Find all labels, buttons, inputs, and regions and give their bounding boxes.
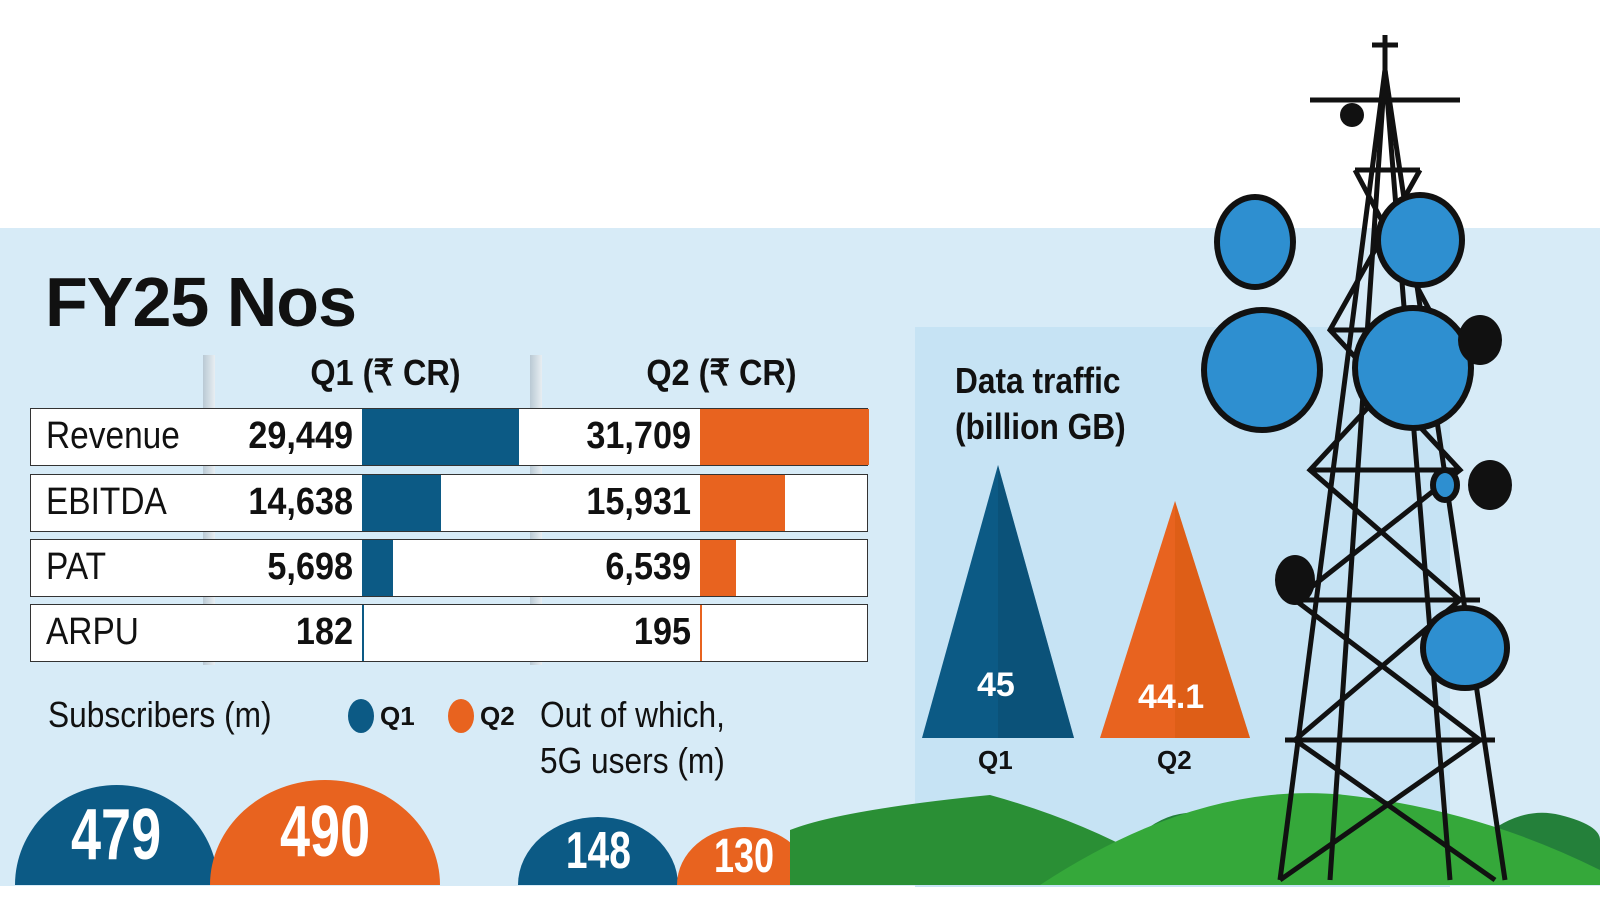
table-row: ARPU 182 195 <box>30 604 868 662</box>
row-label: Revenue <box>46 415 180 457</box>
q2-value: 31,709 <box>586 415 691 457</box>
q1-header: Q1 (₹ CR) <box>310 352 461 393</box>
traffic-q1-value: 45 <box>977 666 1015 704</box>
tower-icon <box>1277 35 1508 883</box>
subscribers-q1-value: 479 <box>71 795 162 875</box>
table-row: Revenue 29,449 31,709 <box>30 408 869 466</box>
q2-bar <box>700 409 869 465</box>
q2-bar <box>700 475 786 531</box>
q1-value: 182 <box>295 611 353 653</box>
subscribers-q2-value: 490 <box>279 792 371 872</box>
q1-bar <box>362 475 441 531</box>
q2-value: 6,539 <box>605 546 691 588</box>
antenna-blocks <box>1275 103 1512 605</box>
hills <box>790 793 1600 885</box>
legend-q1-label: Q1 <box>380 701 415 731</box>
legend-q2-dot <box>448 699 474 733</box>
table-row: EBITDA 14,638 15,931 <box>30 474 868 532</box>
q1-value: 29,449 <box>248 415 353 457</box>
subscribers-label: Subscribers (m) <box>48 694 272 735</box>
antenna-dishes <box>1201 192 1510 691</box>
triangle-shade <box>998 465 1074 738</box>
data-traffic-title-line1: Data traffic <box>955 360 1121 401</box>
q2-bar <box>700 540 736 596</box>
q1-bar <box>362 409 520 465</box>
row-label: EBITDA <box>46 481 167 523</box>
legend-q2-label: Q2 <box>480 701 515 731</box>
q1-bar <box>362 540 394 596</box>
fiveg-q2-value: 130 <box>714 830 775 883</box>
row-label: ARPU <box>46 611 139 653</box>
traffic-q1-label: Q1 <box>978 745 1013 775</box>
q2-value: 15,931 <box>586 481 691 523</box>
fiveg-label-line1: Out of which, <box>540 694 725 735</box>
q2-bar <box>700 605 703 661</box>
q2-header: Q2 (₹ CR) <box>646 352 797 393</box>
traffic-q2-label: Q2 <box>1157 745 1192 775</box>
triangle-shade <box>1175 501 1250 738</box>
data-traffic-title: Data traffic (billion GB) <box>955 358 1126 450</box>
traffic-q2-value: 44.1 <box>1138 678 1205 716</box>
q2-value: 195 <box>633 611 691 653</box>
fiveg-label-line2: 5G users (m) <box>540 740 725 781</box>
data-traffic-title-line2: (billion GB) <box>955 406 1126 447</box>
table-row: PAT 5,698 6,539 <box>30 539 868 597</box>
page-title: FY25 Nos <box>45 263 357 341</box>
row-label: PAT <box>46 546 107 588</box>
q1-value: 5,698 <box>267 546 353 588</box>
q1-value: 14,638 <box>248 481 353 523</box>
legend-q1-dot <box>348 699 374 733</box>
q1-bar <box>362 605 364 661</box>
fiveg-q1-value: 148 <box>565 822 631 880</box>
